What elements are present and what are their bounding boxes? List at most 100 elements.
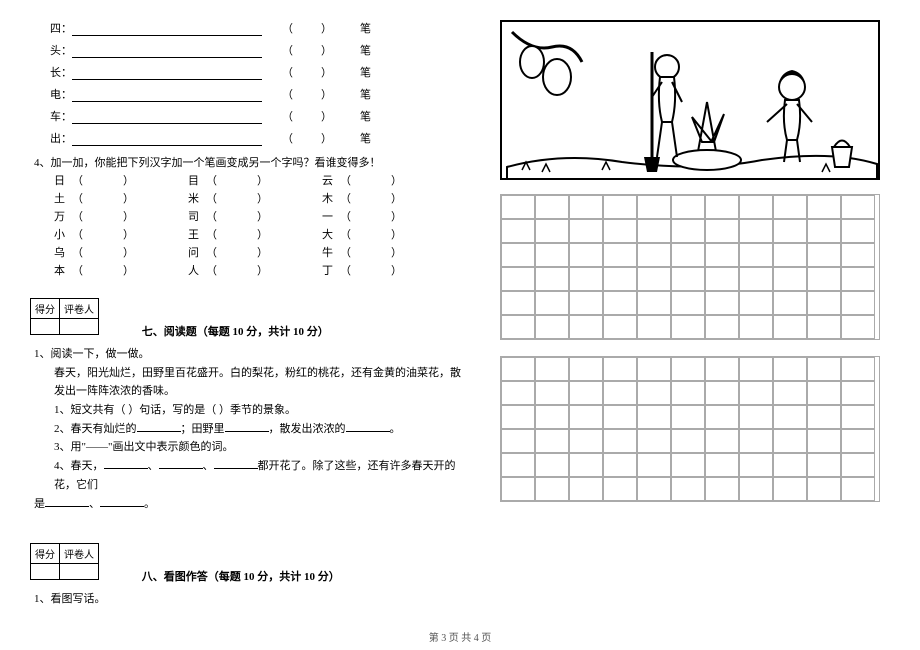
grid-cell[interactable]: [569, 219, 603, 243]
grid-cell[interactable]: [501, 357, 535, 381]
grid-cell[interactable]: [705, 315, 739, 339]
blank[interactable]: [104, 458, 148, 469]
grid-cell[interactable]: [535, 291, 569, 315]
grid-cell[interactable]: [671, 291, 705, 315]
grid-cell[interactable]: [535, 381, 569, 405]
grid-cell[interactable]: [671, 453, 705, 477]
stroke-underline[interactable]: [72, 79, 262, 80]
grid-cell[interactable]: [705, 267, 739, 291]
grid-cell[interactable]: [841, 405, 875, 429]
grid-cell[interactable]: [637, 429, 671, 453]
grid-cell[interactable]: [501, 315, 535, 339]
grid-cell[interactable]: [603, 405, 637, 429]
grid-cell[interactable]: [773, 405, 807, 429]
grid-cell[interactable]: [501, 453, 535, 477]
grid-cell[interactable]: [671, 405, 705, 429]
grid-cell[interactable]: [535, 357, 569, 381]
grid-cell[interactable]: [739, 429, 773, 453]
grid-cell[interactable]: [603, 243, 637, 267]
grid-cell[interactable]: [603, 267, 637, 291]
grid-cell[interactable]: [637, 267, 671, 291]
grid-cell[interactable]: [841, 291, 875, 315]
grid-cell[interactable]: [807, 267, 841, 291]
grid-cell[interactable]: [637, 405, 671, 429]
grid-cell[interactable]: [739, 291, 773, 315]
grid-cell[interactable]: [569, 267, 603, 291]
grid-cell[interactable]: [739, 453, 773, 477]
grid-cell[interactable]: [705, 243, 739, 267]
grid-cell[interactable]: [705, 477, 739, 501]
grid-cell[interactable]: [671, 243, 705, 267]
blank[interactable]: [214, 458, 258, 469]
score-cell[interactable]: [31, 564, 60, 580]
grid-cell[interactable]: [773, 381, 807, 405]
blank[interactable]: [346, 421, 390, 432]
grid-cell[interactable]: [501, 243, 535, 267]
grid-cell[interactable]: [739, 267, 773, 291]
grid-cell[interactable]: [501, 195, 535, 219]
grid-cell[interactable]: [535, 429, 569, 453]
grid-cell[interactable]: [535, 267, 569, 291]
grid-cell[interactable]: [705, 219, 739, 243]
grid-cell[interactable]: [501, 405, 535, 429]
grid-cell[interactable]: [807, 243, 841, 267]
score-cell[interactable]: [31, 319, 60, 335]
grid-cell[interactable]: [773, 195, 807, 219]
grid-cell[interactable]: [739, 195, 773, 219]
grid-cell[interactable]: [773, 315, 807, 339]
grid-cell[interactable]: [569, 357, 603, 381]
grid-cell[interactable]: [569, 477, 603, 501]
grid-cell[interactable]: [773, 477, 807, 501]
blank[interactable]: [100, 496, 144, 507]
stroke-underline[interactable]: [72, 35, 262, 36]
grid-cell[interactable]: [841, 219, 875, 243]
grid-cell[interactable]: [569, 453, 603, 477]
grid-cell[interactable]: [841, 315, 875, 339]
blank[interactable]: [225, 421, 269, 432]
writing-grid-1[interactable]: [500, 194, 880, 340]
stroke-underline[interactable]: [72, 123, 262, 124]
grid-cell[interactable]: [569, 405, 603, 429]
grid-cell[interactable]: [535, 453, 569, 477]
grid-cell[interactable]: [807, 357, 841, 381]
grid-cell[interactable]: [603, 429, 637, 453]
grid-cell[interactable]: [773, 291, 807, 315]
grid-cell[interactable]: [501, 429, 535, 453]
grid-cell[interactable]: [739, 315, 773, 339]
grid-cell[interactable]: [637, 219, 671, 243]
grid-cell[interactable]: [535, 195, 569, 219]
grid-cell[interactable]: [705, 195, 739, 219]
grader-cell[interactable]: [60, 564, 99, 580]
grid-cell[interactable]: [739, 477, 773, 501]
grid-cell[interactable]: [705, 357, 739, 381]
grid-cell[interactable]: [637, 243, 671, 267]
grid-cell[interactable]: [671, 195, 705, 219]
grid-cell[interactable]: [671, 267, 705, 291]
blank[interactable]: [159, 458, 203, 469]
grid-cell[interactable]: [739, 357, 773, 381]
blank[interactable]: [45, 496, 89, 507]
grid-cell[interactable]: [501, 477, 535, 501]
grid-cell[interactable]: [841, 243, 875, 267]
grid-cell[interactable]: [535, 315, 569, 339]
grid-cell[interactable]: [841, 357, 875, 381]
grid-cell[interactable]: [637, 381, 671, 405]
blank[interactable]: [137, 421, 181, 432]
grid-cell[interactable]: [637, 315, 671, 339]
grid-cell[interactable]: [841, 381, 875, 405]
grid-cell[interactable]: [671, 381, 705, 405]
grid-cell[interactable]: [807, 477, 841, 501]
grid-cell[interactable]: [671, 477, 705, 501]
grid-cell[interactable]: [807, 405, 841, 429]
grid-cell[interactable]: [807, 429, 841, 453]
grid-cell[interactable]: [705, 429, 739, 453]
grid-cell[interactable]: [705, 291, 739, 315]
grid-cell[interactable]: [807, 315, 841, 339]
grid-cell[interactable]: [841, 429, 875, 453]
grid-cell[interactable]: [705, 381, 739, 405]
grid-cell[interactable]: [739, 381, 773, 405]
grid-cell[interactable]: [501, 267, 535, 291]
grid-cell[interactable]: [569, 291, 603, 315]
grader-cell[interactable]: [60, 319, 99, 335]
grid-cell[interactable]: [773, 219, 807, 243]
